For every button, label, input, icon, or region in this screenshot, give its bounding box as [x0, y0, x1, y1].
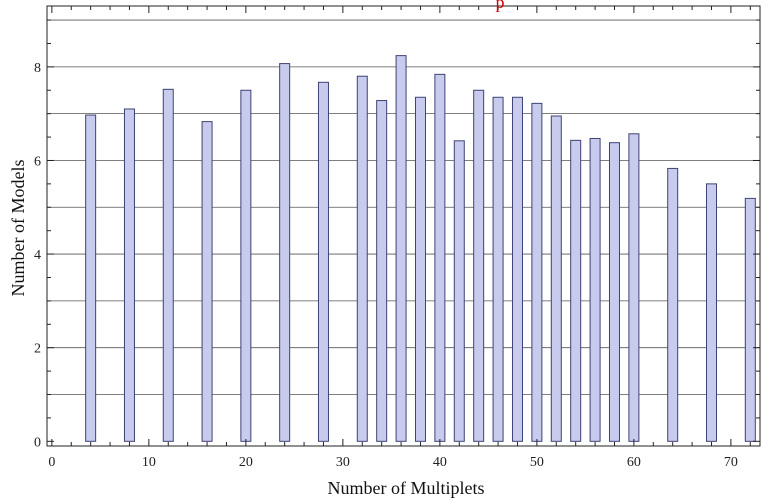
y-tick-label: 2 — [34, 342, 41, 357]
y-tick-label: 6 — [34, 154, 41, 169]
chart-title-fragment: p — [496, 0, 505, 12]
y-tick-label: 0 — [34, 435, 41, 450]
bar — [667, 167, 679, 442]
x-axis-title: Number of Multiplets — [328, 478, 485, 498]
y-tick-label: 4 — [34, 248, 41, 263]
x-axis: 0 10 20 30 40 50 60 70 — [48, 6, 751, 470]
bar — [162, 88, 174, 442]
bar — [628, 133, 640, 442]
bar — [744, 197, 756, 442]
bar — [414, 96, 426, 442]
x-tick-label: 0 — [48, 455, 55, 470]
x-tick-label: 30 — [336, 455, 350, 470]
plot-border — [46, 5, 761, 447]
bar — [492, 96, 504, 442]
y-axis: 0 2 4 6 8 — [34, 19, 760, 450]
bar — [279, 63, 291, 442]
bar — [608, 142, 620, 442]
x-tick-label: 40 — [433, 455, 447, 470]
bar — [453, 140, 465, 442]
bar — [85, 114, 97, 442]
bar — [317, 81, 329, 442]
x-tick-label: 60 — [627, 455, 641, 470]
bar — [201, 121, 213, 442]
plot-frame — [46, 5, 761, 447]
bar — [395, 55, 407, 442]
y-axis-title: Number of Models — [8, 160, 28, 297]
bar — [356, 75, 368, 442]
bar — [376, 100, 388, 442]
x-tick-label: 50 — [530, 455, 544, 470]
bars — [85, 55, 756, 442]
bar — [570, 139, 582, 442]
y-tick-label: 8 — [34, 61, 41, 76]
bar — [705, 183, 717, 442]
bar — [473, 89, 485, 442]
x-tick-label: 20 — [239, 455, 253, 470]
bar — [434, 73, 446, 442]
x-tick-label: 70 — [724, 455, 738, 470]
bar — [589, 137, 601, 442]
bar — [123, 108, 135, 442]
x-tick-label: 10 — [142, 455, 156, 470]
bar — [550, 115, 562, 442]
bar — [240, 89, 252, 442]
bar — [511, 96, 523, 442]
bar — [531, 102, 543, 442]
